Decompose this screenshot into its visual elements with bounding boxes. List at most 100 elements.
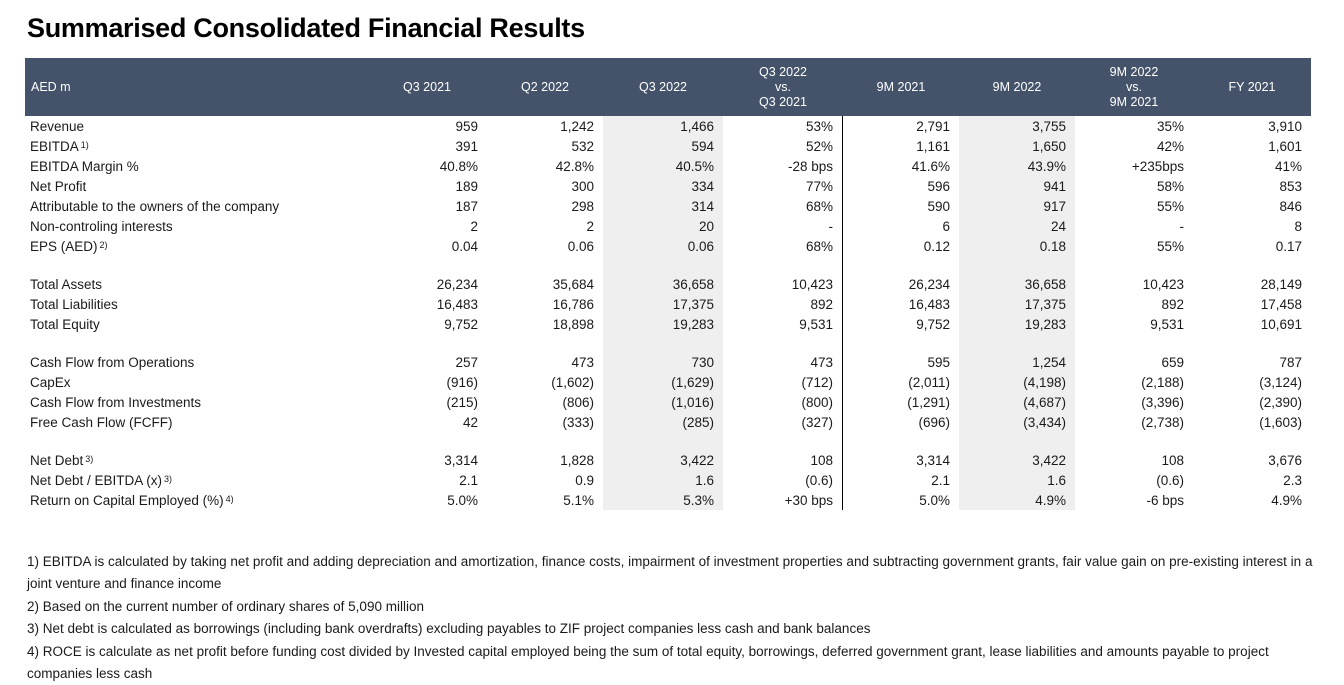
data-cell: 187 — [455, 198, 478, 214]
table-row-ebitda: EBITDA 1) 391 532 594 52% 1,161 1,650 42% 1,601 — [25, 136, 1311, 156]
data-cell: (3,396) — [1141, 394, 1184, 410]
gap-cell — [1193, 334, 1311, 352]
data-cell: 3,910 — [1268, 118, 1302, 134]
table-row-free-cash-flow-fcff: Free Cash Flow (FCFF) 42 (333) (285) (327) (6… — [25, 412, 1311, 432]
data-cell: 9,752 — [444, 316, 478, 332]
data-cell: 36,658 — [603, 274, 723, 294]
data-cell: (2,738) — [1141, 414, 1184, 430]
footnotes-section: 1) EBITDA is calculated by taking net pr… — [27, 551, 1324, 685]
gap-cell — [367, 256, 487, 274]
data-cell: 917 — [959, 196, 1075, 216]
table-body: Revenue 959 1,242 1,466 53% 2,791 3,755 35% 3,91… — [25, 116, 1311, 510]
data-cell: 16,483 — [436, 296, 478, 312]
data-cell: 28,149 — [1260, 276, 1302, 292]
row-label: Total Liabilities — [25, 294, 367, 314]
data-cell: 35,684 — [552, 276, 594, 292]
data-cell: (3,124) — [1259, 374, 1302, 390]
data-cell: 10,423 — [723, 274, 843, 294]
gap-cell — [959, 256, 1075, 274]
gap-cell — [1193, 432, 1311, 450]
gap-cell — [723, 432, 843, 450]
column-header-9m-2022-vs-9m-2021: 9M 2022 vs. 9M 2021 — [1075, 65, 1193, 110]
data-cell: 3,676 — [1268, 452, 1302, 468]
column-header-9m-2021: 9M 2021 — [843, 80, 959, 95]
data-cell: 594 — [603, 136, 723, 156]
data-cell: 58% — [1156, 178, 1184, 194]
data-cell: (215) — [446, 394, 478, 410]
data-cell: 532 — [571, 138, 594, 154]
table-row-total-liabilities: Total Liabilities 16,483 16,786 17,375 892 16… — [25, 294, 1311, 314]
row-label-text: Total Liabilities — [30, 296, 118, 312]
data-cell: 55% — [1156, 238, 1184, 254]
table-row-eps-aed: EPS (AED) 2) 0.04 0.06 0.06 68% 0.12 0.18 55% 0.1… — [25, 236, 1311, 256]
data-cell: 853 — [1279, 178, 1302, 194]
data-cell: 0.04 — [451, 238, 478, 254]
table-row-cash-flow-from-investments: Cash Flow from Investments (215) (806) (1,0… — [25, 392, 1311, 412]
row-label: EPS (AED) 2) — [30, 238, 108, 254]
data-cell: (916) — [446, 374, 478, 390]
data-cell: - — [723, 216, 843, 236]
data-cell: 43.9% — [959, 156, 1075, 176]
data-cell: (0.6) — [1156, 472, 1184, 488]
data-cell: +30 bps — [723, 490, 843, 510]
data-cell: 0.06 — [567, 238, 594, 254]
data-cell: 40.5% — [603, 156, 723, 176]
row-label: Attributable to the owners of the compan… — [25, 196, 367, 216]
row-label: Revenue — [25, 116, 367, 136]
gap-cell — [603, 256, 723, 274]
footnote-4: 4) ROCE is calculate as net profit befor… — [27, 643, 1269, 682]
table-row-net-profit: Net Profit 189 300 334 77% 596 941 58% 853 — [25, 176, 1311, 196]
gap-cell — [603, 432, 723, 450]
data-cell: 17,375 — [603, 294, 723, 314]
data-cell: 55% — [1156, 198, 1184, 214]
table-row-return-on-capital-employed: Return on Capital Employed (%) 4) 5.0% 5.1%… — [25, 490, 1311, 510]
data-cell: (4,687) — [959, 392, 1075, 412]
table-row-net-debt: Net Debt 3) 3,314 1,828 3,422 108 3,314 3,422 10… — [25, 450, 1311, 470]
gap-cell — [487, 334, 603, 352]
section-gap-row — [25, 256, 1311, 274]
row-label: Net Profit — [25, 176, 367, 196]
data-cell: 19,283 — [603, 314, 723, 334]
data-cell: 1,650 — [959, 136, 1075, 156]
data-cell: 2 — [586, 218, 594, 234]
data-cell: 846 — [1279, 198, 1302, 214]
data-cell: 2.1 — [931, 472, 950, 488]
data-cell: 189 — [455, 178, 478, 194]
column-header-text: vs. — [775, 79, 791, 94]
row-label-text: EBITDA — [30, 138, 79, 154]
row-label-text: Net Debt / EBITDA (x) — [30, 472, 163, 488]
table-row-capex: CapEx (916) (1,602) (1,629) (712) (2,011) (4,1… — [25, 372, 1311, 392]
gap-cell — [603, 334, 723, 352]
data-cell: 391 — [455, 138, 478, 154]
column-header-text: Q3 2022 — [639, 79, 687, 94]
data-cell: (285) — [603, 412, 723, 432]
data-cell: 42.8% — [555, 158, 594, 174]
data-cell: -28 bps — [723, 156, 843, 176]
table-row-total-equity: Total Equity 9,752 18,898 19,283 9,531 9,752 1… — [25, 314, 1311, 334]
data-cell: 20 — [603, 216, 723, 236]
data-cell: 5.1% — [563, 492, 594, 508]
data-cell: (333) — [562, 414, 594, 430]
gap-cell — [1193, 256, 1311, 274]
row-label-text: EBITDA Margin % — [30, 158, 139, 174]
data-cell: 68% — [723, 196, 843, 216]
column-header-text: Q2 2022 — [521, 79, 569, 94]
data-cell: 5.3% — [603, 490, 723, 510]
gap-cell — [1075, 256, 1193, 274]
data-cell: 659 — [1161, 354, 1184, 370]
data-cell: 9,531 — [723, 314, 843, 334]
data-cell: (712) — [723, 372, 843, 392]
data-cell: 3,314 — [916, 452, 950, 468]
data-cell: 16,483 — [908, 296, 950, 312]
data-cell: 1,601 — [1268, 138, 1302, 154]
row-label: CapEx — [25, 372, 367, 392]
row-label: Net Debt / EBITDA (x) 3) — [30, 472, 173, 488]
data-cell: (2,188) — [1141, 374, 1184, 390]
row-label-text: Attributable to the owners of the compan… — [30, 198, 280, 214]
row-label-text: CapEx — [30, 374, 71, 390]
row-label-text: EPS (AED) — [30, 238, 98, 254]
data-cell: 787 — [1279, 354, 1302, 370]
data-cell: 0.06 — [603, 236, 723, 256]
data-cell: (2,390) — [1259, 394, 1302, 410]
